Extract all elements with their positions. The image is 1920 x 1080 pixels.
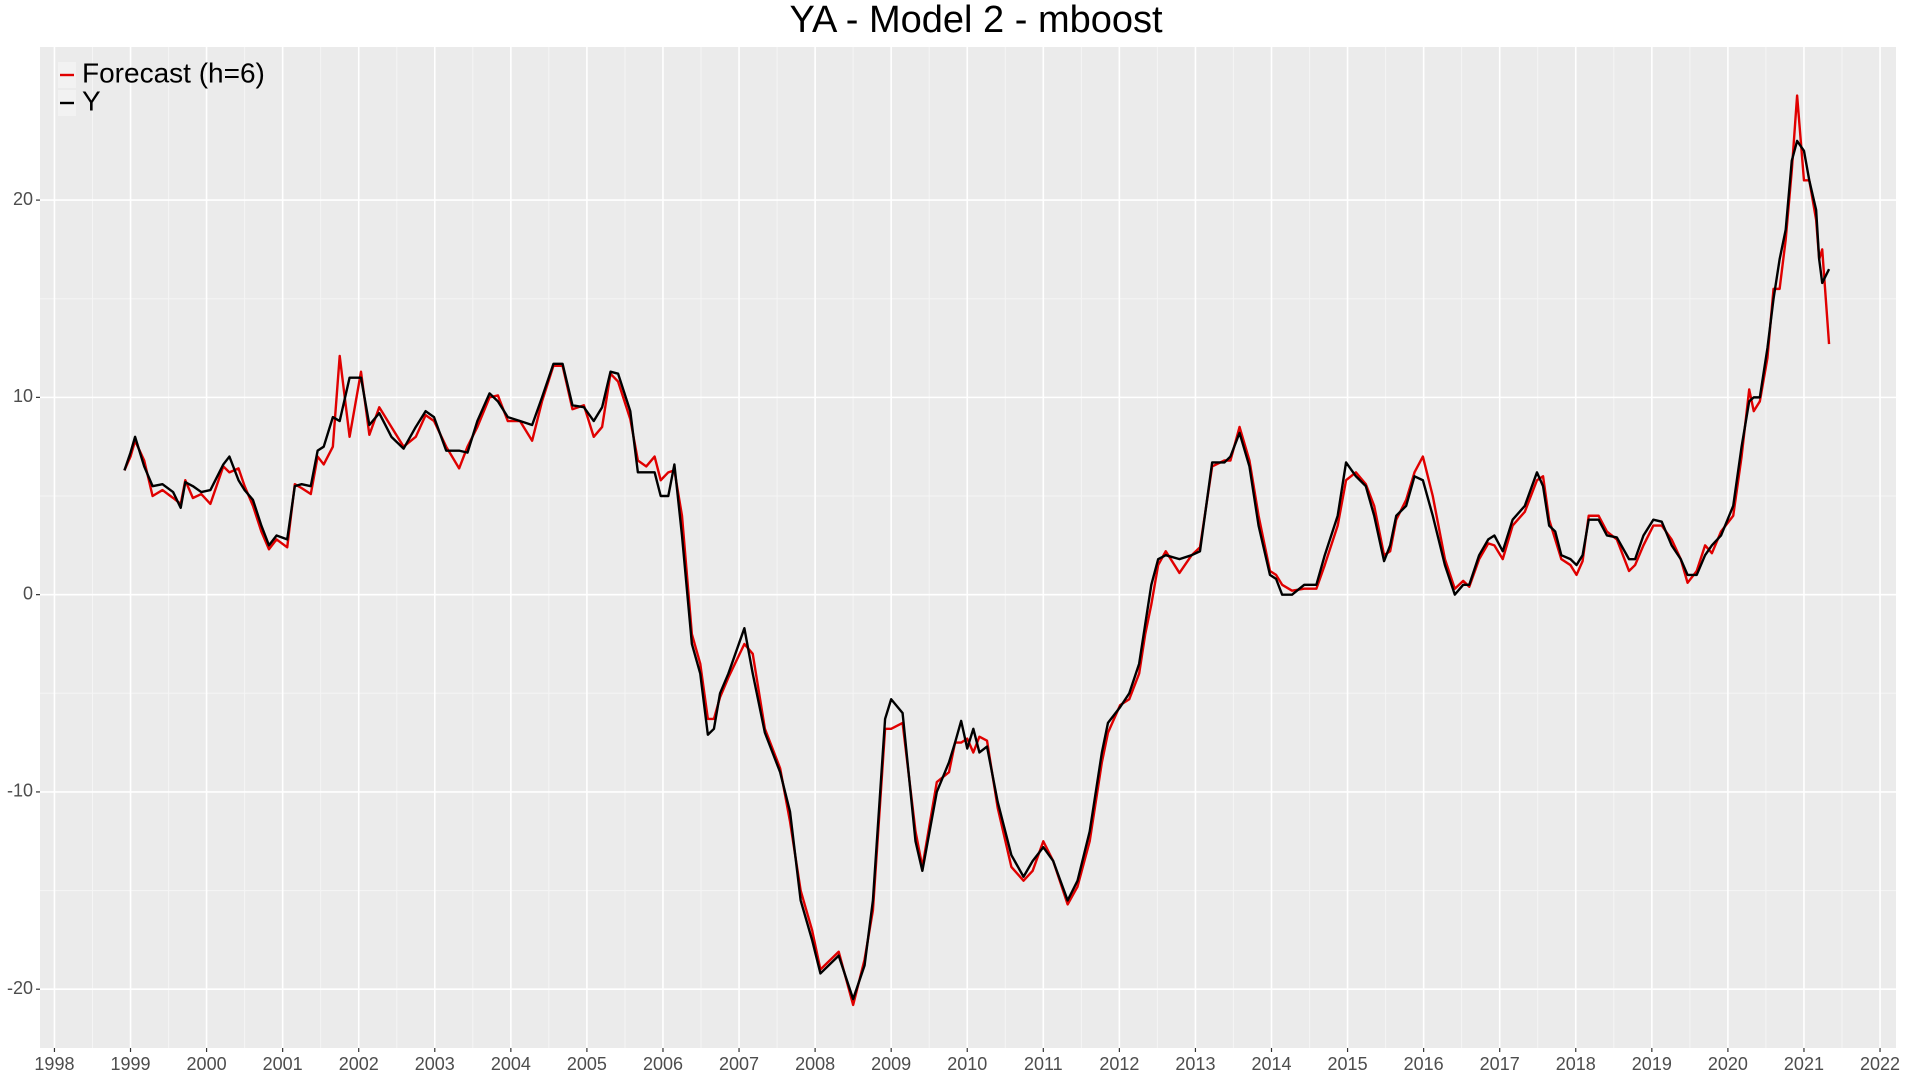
x-tick-label: 2002 — [339, 1054, 379, 1074]
y-tick-label: 0 — [23, 583, 33, 603]
x-tick-label: 2004 — [491, 1054, 531, 1074]
x-tick-label: 2018 — [1556, 1054, 1596, 1074]
y-tick-label: 10 — [13, 386, 33, 406]
x-tick-label: 2008 — [795, 1054, 835, 1074]
x-tick-label: 2005 — [567, 1054, 607, 1074]
x-tick-label: 2009 — [871, 1054, 911, 1074]
x-tick-label: 2011 — [1024, 1054, 1063, 1074]
x-tick-label: 2020 — [1708, 1054, 1748, 1074]
x-tick-label: 2022 — [1860, 1054, 1900, 1074]
legend-label: Y — [82, 85, 101, 116]
x-tick-label: 2016 — [1404, 1054, 1444, 1074]
legend-label: Forecast (h=6) — [82, 57, 265, 88]
x-tick-label: 2013 — [1175, 1054, 1215, 1074]
x-tick-label: 2010 — [947, 1054, 987, 1074]
chart-title: YA - Model 2 - mboost — [789, 0, 1163, 41]
y-tick-label: 20 — [13, 189, 33, 209]
x-tick-label: 2003 — [415, 1054, 455, 1074]
x-tick-label: 2007 — [719, 1054, 759, 1074]
y-tick-label: -20 — [7, 978, 33, 998]
x-tick-label: 2019 — [1632, 1054, 1672, 1074]
x-tick-label: 2014 — [1251, 1054, 1291, 1074]
x-tick-label: 2001 — [263, 1054, 303, 1074]
x-tick-label: 1998 — [34, 1054, 74, 1074]
x-tick-label: 2021 — [1784, 1054, 1824, 1074]
y-tick-label: -10 — [7, 781, 33, 801]
x-tick-label: 2015 — [1328, 1054, 1368, 1074]
x-tick-label: 2012 — [1099, 1054, 1139, 1074]
legend: Forecast (h=6)Y — [58, 57, 265, 116]
x-tick-label: 2000 — [187, 1054, 227, 1074]
series-line — [123, 94, 1831, 1007]
x-tick-label: 1999 — [110, 1054, 150, 1074]
x-tick-label: 2017 — [1480, 1054, 1520, 1074]
x-tick-label: 2006 — [643, 1054, 683, 1074]
series-line — [123, 139, 1831, 1001]
